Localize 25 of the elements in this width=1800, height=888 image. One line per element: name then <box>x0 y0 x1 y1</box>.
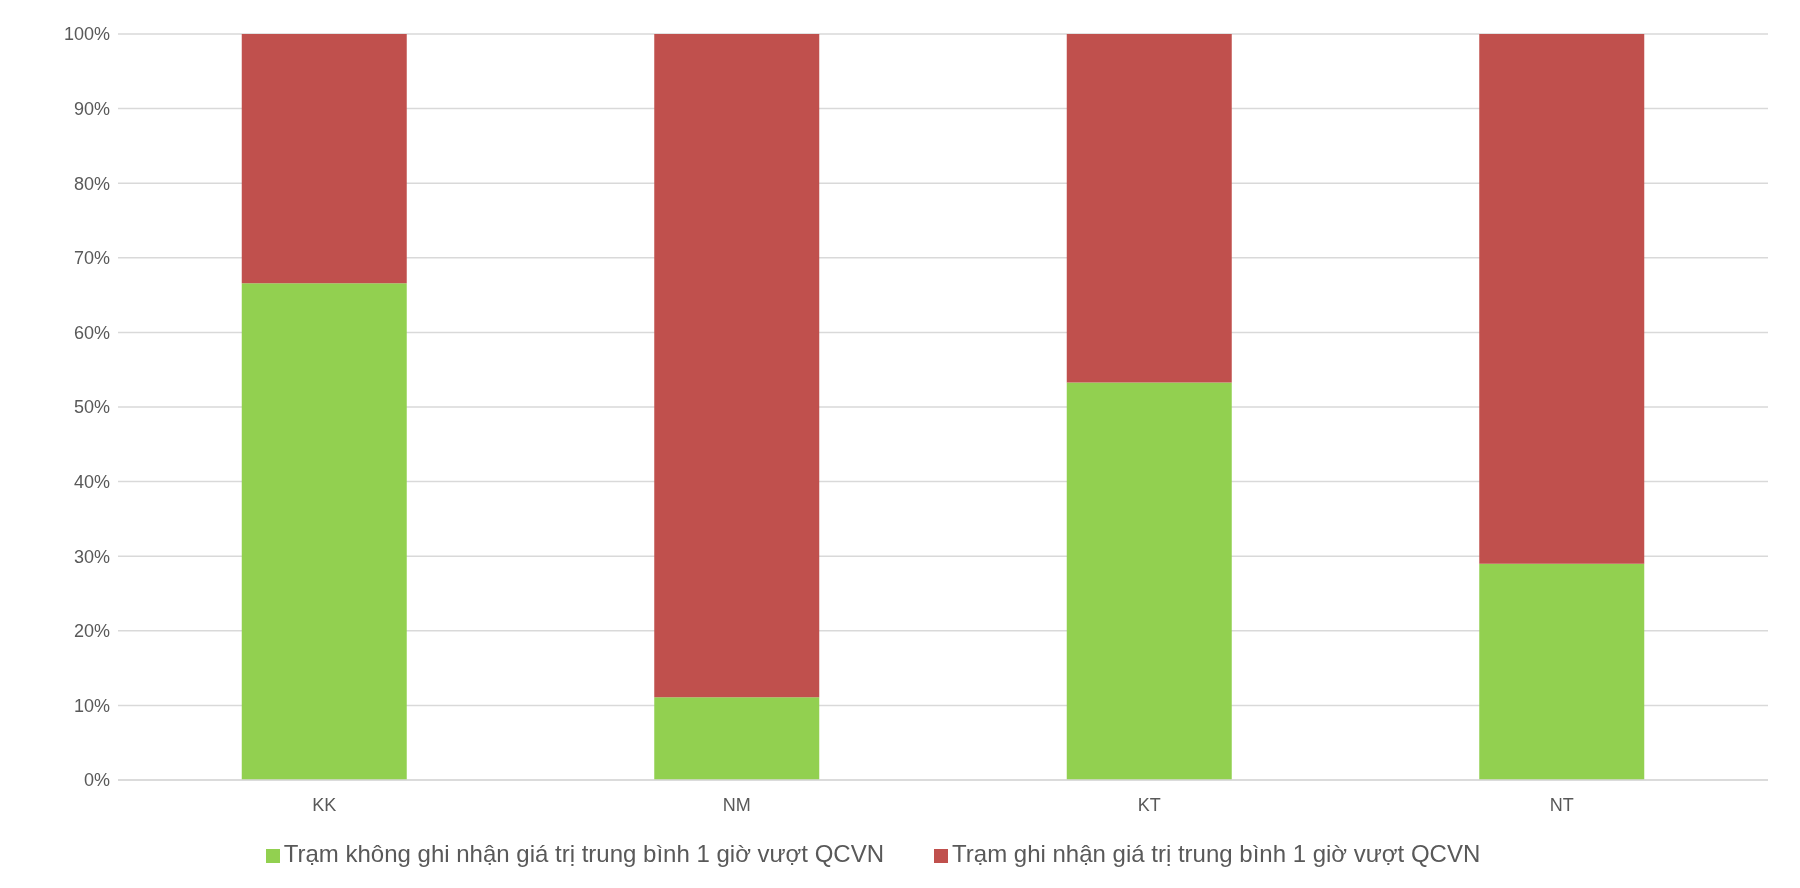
y-tick-label: 10% <box>73 695 110 716</box>
legend-label: Trạm ghi nhận giá trị trung bình 1 giờ vượt QCVN <box>952 840 1481 867</box>
bar <box>654 34 820 698</box>
bar <box>241 34 407 284</box>
bar <box>1479 34 1645 564</box>
x-tick-label: KT <box>1137 794 1161 815</box>
y-tick-label: 40% <box>73 471 110 492</box>
bar <box>1066 382 1232 780</box>
y-tick-label: 90% <box>73 98 110 119</box>
bar <box>654 697 820 780</box>
bar <box>1066 34 1232 383</box>
y-tick-label: 60% <box>73 322 110 343</box>
y-tick-label: 50% <box>73 397 110 418</box>
y-tick-label: 70% <box>73 248 110 269</box>
x-tick-label: KK <box>312 794 337 815</box>
y-tick-label: 80% <box>73 173 110 194</box>
bar <box>241 283 407 780</box>
y-tick-label: 30% <box>73 546 110 567</box>
bar <box>1479 563 1645 780</box>
x-tick-label: NT <box>1549 794 1574 815</box>
legend-label: Trạm không ghi nhận giá trị trung bình 1 giờ vượt QCVN <box>283 840 885 867</box>
y-tick-label: 100% <box>63 24 110 45</box>
y-tick-label: 0% <box>83 770 110 791</box>
y-tick-label: 20% <box>73 621 110 642</box>
x-tick-label: NM <box>722 794 751 815</box>
